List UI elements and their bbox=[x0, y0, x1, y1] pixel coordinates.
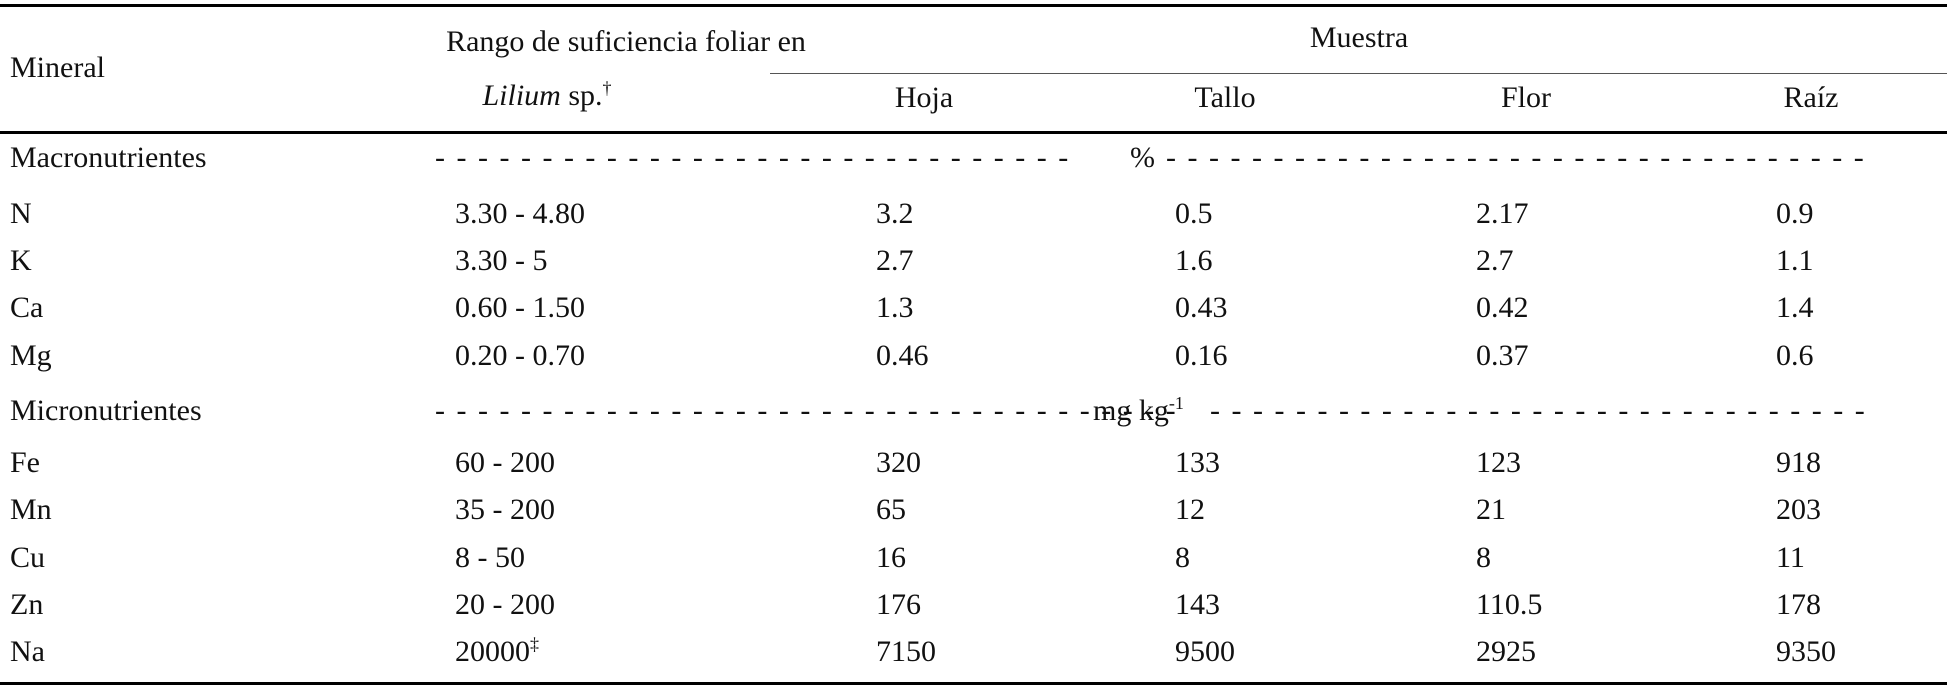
header-col-hoja: Hoja bbox=[894, 81, 954, 114]
section-dash-right-macro: - - - - - - - - - - - - - - - - - - - - … bbox=[1166, 141, 1866, 174]
cell-value: 1.3 bbox=[876, 291, 914, 324]
cell-range-text: 20000 bbox=[455, 635, 530, 668]
cell-value: 133 bbox=[1175, 446, 1220, 479]
cell-value: 9500 bbox=[1175, 635, 1235, 668]
cell-mineral: Zn bbox=[10, 588, 44, 621]
cell-range-text: 60 - 200 bbox=[455, 446, 555, 479]
cell-value: 2.17 bbox=[1476, 197, 1529, 230]
header-species-italic: Lilium bbox=[482, 79, 561, 112]
cell-value: 12 bbox=[1175, 493, 1205, 526]
cell-value: 0.5 bbox=[1175, 197, 1213, 230]
table-bottom-rule bbox=[0, 682, 1947, 685]
header-col-flor: Flor bbox=[1500, 81, 1552, 114]
table-header-rule bbox=[0, 131, 1947, 134]
cell-value: 0.37 bbox=[1476, 339, 1529, 372]
cell-range: 20 - 200 bbox=[455, 587, 555, 623]
section-label-macro: Macronutrientes bbox=[10, 141, 207, 174]
cell-range: 20000‡ bbox=[455, 634, 539, 670]
cell-range: 8 - 50 bbox=[455, 540, 525, 576]
cell-value: 0.16 bbox=[1175, 339, 1228, 372]
cell-range: 0.20 - 0.70 bbox=[455, 338, 585, 374]
unit-text: % bbox=[1130, 141, 1155, 174]
cell-mineral: Mn bbox=[10, 493, 52, 526]
cell-value: 16 bbox=[876, 541, 906, 574]
header-muestra: Muestra bbox=[1309, 21, 1409, 54]
cell-value: 1.1 bbox=[1776, 244, 1814, 277]
cell-mineral: Fe bbox=[10, 446, 40, 479]
cell-value: 110.5 bbox=[1476, 588, 1543, 621]
cell-value: 0.43 bbox=[1175, 291, 1228, 324]
cell-range: 3.30 - 4.80 bbox=[455, 196, 585, 232]
cell-value: 123 bbox=[1476, 446, 1521, 479]
section-label-micro: Micronutrientes bbox=[10, 394, 202, 427]
section-dash-left-macro: - - - - - - - - - - - - - - - - - - - - … bbox=[435, 141, 1071, 174]
cell-range-text: 0.20 - 0.70 bbox=[455, 339, 585, 372]
cell-value: 2925 bbox=[1476, 635, 1536, 668]
cell-value: 8 bbox=[1476, 541, 1491, 574]
section-unit-macro: % bbox=[1130, 140, 1155, 176]
cell-value: 11 bbox=[1776, 541, 1805, 574]
cell-range: 60 - 200 bbox=[455, 445, 555, 481]
cell-mineral: Ca bbox=[10, 291, 44, 324]
table-top-rule bbox=[0, 4, 1947, 7]
cell-value: 2.7 bbox=[1476, 244, 1514, 277]
cell-mineral: K bbox=[10, 244, 32, 277]
cell-range: 3.30 - 5 bbox=[455, 243, 548, 279]
cell-range: 0.60 - 1.50 bbox=[455, 290, 585, 326]
cell-value: 65 bbox=[876, 493, 906, 526]
cell-value: 0.6 bbox=[1776, 339, 1814, 372]
cell-value: 320 bbox=[876, 446, 921, 479]
cell-mineral: Mg bbox=[10, 339, 52, 372]
cell-value: 2.7 bbox=[876, 244, 914, 277]
cell-value: 918 bbox=[1776, 446, 1821, 479]
cell-range-text: 3.30 - 4.80 bbox=[455, 197, 585, 230]
muestra-group-rule bbox=[770, 73, 1947, 74]
cell-range-text: 20 - 200 bbox=[455, 588, 555, 621]
unit-sup: -1 bbox=[1168, 393, 1184, 413]
cell-value: 1.4 bbox=[1776, 291, 1814, 324]
unit-text: mg kg bbox=[1093, 394, 1169, 427]
cell-range: 35 - 200 bbox=[455, 492, 555, 528]
section-unit-micro: mg kg-1 bbox=[1093, 393, 1184, 429]
cell-value: 203 bbox=[1776, 493, 1821, 526]
header-mineral: Mineral bbox=[10, 51, 105, 84]
cell-mineral: Na bbox=[10, 635, 45, 668]
header-range-line1: Rango de suficiencia foliar en bbox=[446, 25, 806, 58]
cell-value: 3.2 bbox=[876, 197, 914, 230]
cell-mineral: Cu bbox=[10, 541, 46, 574]
cell-mineral: N bbox=[10, 197, 32, 230]
cell-range-text: 35 - 200 bbox=[455, 493, 555, 526]
section-dash-left-micro: - - - - - - - - - - - - - - - - - - - - … bbox=[435, 394, 1178, 427]
cell-value: 176 bbox=[876, 588, 921, 621]
header-species-rest: sp. bbox=[560, 79, 603, 112]
cell-value: 1.6 bbox=[1175, 244, 1213, 277]
cell-value: 0.9 bbox=[1776, 197, 1814, 230]
cell-range-text: 8 - 50 bbox=[455, 541, 525, 574]
header-col-raiz: Raíz bbox=[1783, 81, 1839, 114]
cell-value: 143 bbox=[1175, 588, 1220, 621]
section-dash-right-micro: - - - - - - - - - - - - - - - - - - - - … bbox=[1210, 394, 1867, 427]
cell-value: 7150 bbox=[876, 635, 936, 668]
cell-value: 21 bbox=[1476, 493, 1506, 526]
cell-value: 0.46 bbox=[876, 339, 929, 372]
cell-value: 9350 bbox=[1776, 635, 1836, 668]
cell-range-text: 3.30 - 5 bbox=[455, 244, 548, 277]
cell-value: 178 bbox=[1776, 588, 1821, 621]
cell-value: 0.42 bbox=[1476, 291, 1529, 324]
cell-range-text: 0.60 - 1.50 bbox=[455, 291, 585, 324]
dagger-mark: † bbox=[602, 78, 612, 98]
cell-range-mark: ‡ bbox=[530, 634, 539, 654]
cell-value: 8 bbox=[1175, 541, 1190, 574]
header-range-line2: Lilium sp.† bbox=[482, 78, 611, 114]
header-col-tallo: Tallo bbox=[1194, 81, 1256, 114]
